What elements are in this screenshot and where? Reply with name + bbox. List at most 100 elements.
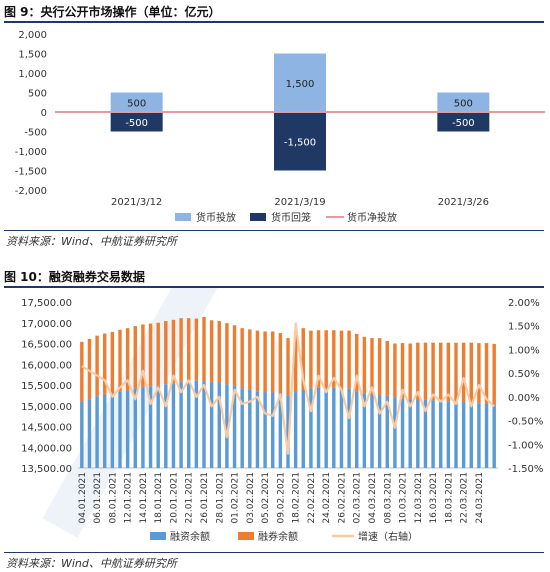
y-left-tick-label: 15,000.00 — [21, 402, 72, 413]
y-tick-label: -2,000 — [15, 186, 47, 197]
margin-finance-bar — [370, 394, 374, 468]
y-tick-label: -1,000 — [15, 147, 47, 158]
sec-lending-bar — [469, 342, 473, 403]
sec-lending-bar — [423, 342, 428, 400]
margin-finance-bar — [187, 380, 191, 468]
margin-finance-bar — [179, 381, 183, 468]
sec-lending-bar — [232, 325, 237, 386]
sec-lending-bar — [301, 328, 305, 390]
x-tick-label: 2021/3/12 — [111, 197, 162, 208]
x-tick-label: 24.03.2021 — [475, 472, 485, 524]
margin-finance-bar — [263, 392, 267, 468]
margin-finance-bar — [446, 401, 451, 468]
y-tick-label: 0 — [41, 108, 47, 119]
y-tick-label: 1,000 — [18, 69, 47, 80]
margin-finance-bar — [423, 399, 428, 468]
y-tick-label: 500 — [28, 89, 47, 100]
margin-finance-bar — [347, 388, 351, 468]
figure9-title-rule — [4, 21, 544, 23]
x-tick-label: 12.03.2021 — [414, 472, 424, 524]
sec-lending-bar — [454, 342, 458, 402]
x-tick-label: 2021/3/19 — [274, 197, 325, 208]
sec-lending-bar — [125, 328, 130, 391]
sec-lending-bar — [332, 330, 336, 388]
x-tick-label: 04.01.2021 — [78, 472, 88, 524]
margin-finance-bar — [286, 395, 290, 468]
x-tick-label: 22.01.2021 — [185, 472, 195, 524]
sec-lending-bar — [400, 343, 405, 399]
y-left-tick-label: 15,500.00 — [21, 381, 72, 392]
sec-lending-bar — [339, 330, 344, 389]
y-right-tick-label: 0.50% — [508, 369, 540, 380]
margin-finance-bar — [377, 394, 382, 468]
y-tick-label: -500 — [24, 128, 47, 139]
x-tick-label: 09.02.2021 — [276, 472, 286, 524]
margin-finance-bar — [293, 392, 298, 468]
figure10-source: 资料来源：Wind、中航证券研究所 — [6, 557, 177, 570]
x-tick-label: 22.02.2021 — [307, 472, 317, 524]
sec-lending-bar — [446, 342, 451, 402]
sec-lending-bar — [255, 330, 260, 392]
sec-lending-bar — [225, 323, 229, 385]
margin-finance-bar — [248, 389, 252, 468]
legend-swatch — [250, 213, 266, 221]
figure9-bottom-rule — [4, 230, 544, 231]
y-left-tick-label: 17,500.00 — [21, 298, 72, 309]
margin-finance-bar — [232, 385, 237, 468]
sec-lending-bar — [263, 331, 267, 393]
sec-lending-bar — [87, 338, 92, 400]
y-left-tick-label: 16,500.00 — [21, 340, 72, 351]
legend-label: 融资余额 — [170, 530, 210, 543]
sec-lending-bar — [385, 341, 389, 396]
figure9-source: 资料来源：Wind、中航证券研究所 — [6, 235, 177, 248]
sec-lending-bar — [171, 319, 176, 384]
margin-finance-bar — [439, 400, 443, 468]
y-right-tick-label: -0.50% — [508, 417, 543, 428]
watermark-stroke — [42, 288, 218, 538]
margin-finance-bar — [454, 401, 458, 468]
withdraw-bar — [274, 112, 326, 171]
open-market-chart: 2,000 1,500 1,000 500 0 -500 -1,000 -1,500 -2,00… — [15, 30, 545, 224]
sec-lending-bar — [293, 331, 298, 393]
sec-lending-bar — [187, 318, 191, 381]
margin-finance-bar — [80, 401, 84, 468]
sec-lending-bar — [240, 328, 244, 389]
y-right-tick-label: 2.00% — [508, 298, 540, 309]
legend-label: 货币投放 — [196, 211, 236, 224]
sec-lending-bar — [492, 343, 496, 405]
inject-data-label: 1,500 — [286, 79, 315, 90]
sec-lending-bar — [347, 330, 351, 389]
sec-lending-bar — [461, 342, 466, 403]
inject-data-label: 500 — [454, 98, 473, 109]
y-tick-label: 1,500 — [18, 50, 47, 61]
sec-lending-bar — [148, 323, 153, 387]
figure10-title-rule — [4, 286, 544, 288]
y-right-tick-label: 1.00% — [508, 345, 540, 356]
y-tick-label: -1,500 — [15, 167, 47, 178]
sec-lending-bar — [408, 343, 412, 400]
margin-finance-bar — [141, 387, 145, 468]
margin-finance-bar — [271, 392, 275, 468]
margin-finance-bar — [156, 385, 160, 468]
sec-lending-bar — [355, 333, 359, 392]
margin-finance-bar — [385, 395, 389, 468]
withdraw-bar — [437, 112, 490, 132]
margin-finance-bar — [164, 384, 168, 468]
margin-finance-bar — [469, 402, 473, 468]
margin-finance-bar — [125, 390, 130, 468]
margin-finance-bar — [324, 387, 328, 468]
growth-line — [81, 322, 495, 455]
withdraw-data-label: -500 — [452, 118, 475, 129]
x-tick-label: 18.02.2021 — [292, 472, 302, 524]
y-right-tick-label: -1.50% — [508, 464, 543, 475]
sec-lending-bar — [103, 333, 107, 395]
sec-lending-bar — [80, 341, 84, 402]
margin-finance-bar — [194, 380, 199, 468]
x-tick-label: 08.03.2021 — [383, 472, 393, 524]
margin-finance-bar — [225, 384, 229, 468]
margin-finance-bar — [484, 403, 489, 468]
inject-data-label: 500 — [127, 98, 146, 109]
inject-bar — [110, 92, 163, 112]
margin-finance-bar — [332, 387, 336, 468]
sec-lending-bar — [324, 330, 328, 388]
